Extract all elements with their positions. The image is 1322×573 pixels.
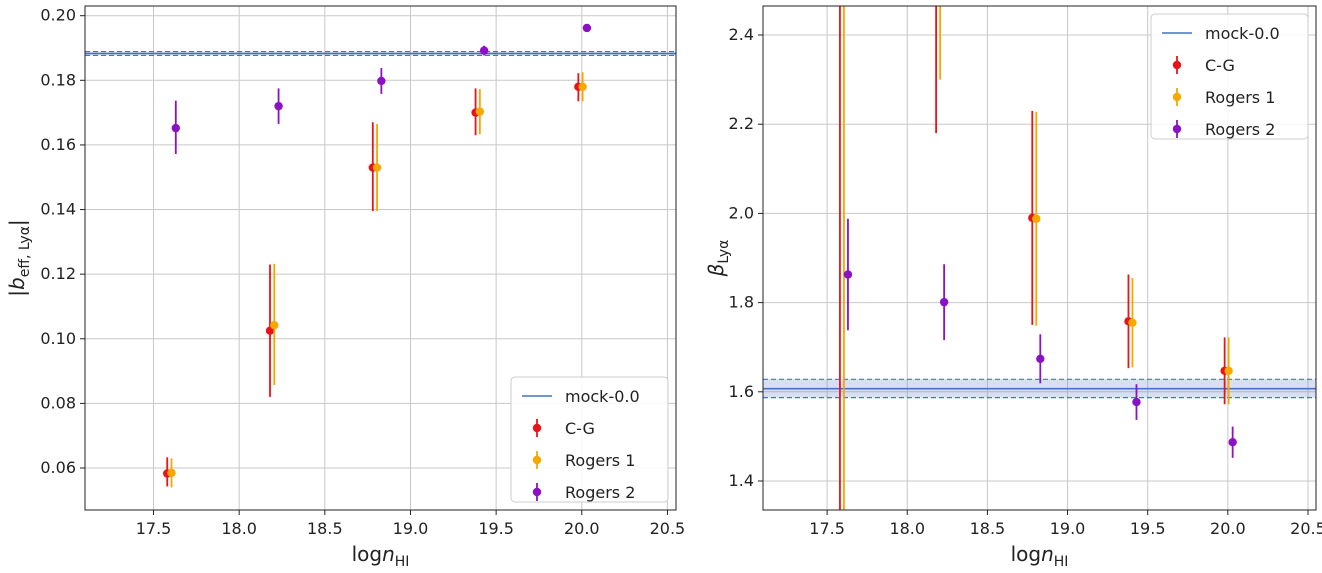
y-tick-label: 1.6 [729, 382, 754, 401]
data-point [377, 76, 386, 86]
legend-label-series: Rogers 1 [565, 451, 635, 470]
legend-label-series: Rogers 1 [1205, 88, 1275, 107]
data-point [582, 23, 592, 33]
data-point [1128, 318, 1137, 327]
right-panel-beta: 17.5 18.0 18.5 19.0 19.5 20.0 20.5 1.4 1.6 1.8 2.0… [704, 5, 1322, 570]
y-axis-label-main: β [704, 263, 728, 277]
legend-marker-point [532, 423, 542, 433]
legend: mock-0.0 C-G Rogers 1 Rogers 2 [1150, 13, 1309, 140]
data-point [479, 46, 489, 55]
x-tick-label: 17.5 [136, 519, 172, 538]
y-tick-label: 1.8 [729, 293, 754, 312]
data-point [1224, 366, 1233, 376]
y-axis: 1.4 1.6 1.8 2.0 2.2 2.4 [729, 25, 763, 490]
x-axis-label-sub: HI [395, 554, 410, 570]
data-point [274, 101, 283, 111]
x-tick-label: 19.0 [1050, 519, 1086, 538]
axes-frame [84, 5, 677, 511]
series-rogers-1 [843, 6, 1233, 510]
x-tick-label: 18.0 [889, 519, 925, 538]
y-tick-label: 2.2 [729, 114, 754, 133]
x-axis-label: lognHI [1011, 542, 1069, 570]
x-tick-label: 20.0 [564, 519, 600, 538]
legend-label-reference: mock-0.0 [565, 387, 640, 406]
x-tick-label: 20.5 [1290, 519, 1322, 538]
legend: mock-0.0 C-G Rogers 1 Rogers 2 [510, 376, 669, 503]
y-axis-label-sub: eff, Lyα [17, 226, 33, 277]
y-tick-label: 2.4 [729, 25, 754, 44]
y-axis: 0.06 0.08 0.10 0.12 0.14 0.16 0.18 0.20 [40, 6, 85, 477]
y-tick-label: 0.10 [40, 329, 76, 348]
legend-label-series: Rogers 2 [565, 483, 635, 502]
data-point [578, 82, 587, 91]
legend-marker-point [532, 487, 542, 497]
x-tick-label: 18.5 [307, 519, 343, 538]
y-axis-label-main: |b [5, 277, 29, 296]
data-point [270, 321, 279, 330]
data-point [171, 123, 180, 133]
series-rogers-2 [171, 23, 592, 154]
x-axis: 17.5 18.0 18.5 19.0 19.5 20.0 20.5 [136, 510, 686, 538]
data-point [1228, 438, 1237, 447]
data-point [939, 297, 949, 307]
data-point [1132, 397, 1141, 407]
y-tick-label: 0.18 [40, 70, 76, 89]
legend-marker-point [1172, 92, 1182, 102]
x-axis: 17.5 18.0 18.5 19.0 19.5 20.0 20.5 [809, 510, 1322, 538]
y-tick-label: 0.06 [40, 458, 76, 477]
legend-label-series: Rogers 2 [1205, 120, 1275, 139]
legend-marker-point [1172, 60, 1182, 70]
axes-frame [762, 5, 1317, 511]
x-tick-label: 18.5 [970, 519, 1006, 538]
x-axis-label: lognHI [352, 542, 410, 570]
y-tick-label: 2.0 [729, 203, 754, 222]
x-tick-label: 19.5 [478, 519, 514, 538]
y-axis-label-sub: Lyα [716, 240, 732, 264]
y-axis-label: βLyα [704, 240, 732, 278]
legend-label-series: C-G [1205, 56, 1235, 75]
legend-label-reference: mock-0.0 [1205, 24, 1280, 43]
data-point [475, 107, 485, 116]
y-axis-label: |beff, Lyα| [5, 219, 33, 296]
series-rogers-1 [167, 72, 587, 488]
data-point [372, 163, 382, 172]
data-point [1032, 214, 1041, 223]
data-point [1036, 354, 1045, 363]
x-tick-label: 18.0 [221, 519, 257, 538]
data-point [843, 270, 853, 279]
y-tick-label: 1.4 [729, 471, 754, 490]
grid [763, 6, 1316, 510]
legend-label-series: C-G [565, 419, 595, 438]
x-axis-label-italic: n [382, 542, 395, 566]
x-tick-label: 20.0 [1210, 519, 1246, 538]
x-tick-label: 17.5 [809, 519, 845, 538]
legend-box [1150, 13, 1309, 140]
y-tick-label: 0.20 [40, 6, 76, 25]
y-tick-label: 0.12 [40, 264, 76, 283]
y-axis-label-close: | [5, 219, 29, 226]
reference-band [85, 50, 676, 57]
y-tick-label: 0.14 [40, 200, 76, 219]
x-axis-label-sub: HI [1054, 554, 1069, 570]
y-tick-label: 0.08 [40, 393, 76, 412]
x-axis-label-main: log [352, 542, 383, 566]
data-point [167, 468, 176, 478]
x-axis-label-main: log [1011, 542, 1042, 566]
legend-marker-point [532, 455, 542, 465]
x-axis-label-italic: n [1041, 542, 1054, 566]
y-tick-label: 0.16 [40, 135, 76, 154]
series-rogers-2 [843, 218, 1237, 458]
legend-marker-point [1172, 124, 1182, 134]
x-tick-label: 20.5 [650, 519, 686, 538]
legend-box [510, 376, 669, 503]
x-tick-label: 19.5 [1130, 519, 1166, 538]
left-panel-b-eff: 17.5 18.0 18.5 19.0 19.5 20.0 20.5 0.06 0.08 0.10… [5, 5, 686, 570]
x-tick-label: 19.0 [393, 519, 429, 538]
